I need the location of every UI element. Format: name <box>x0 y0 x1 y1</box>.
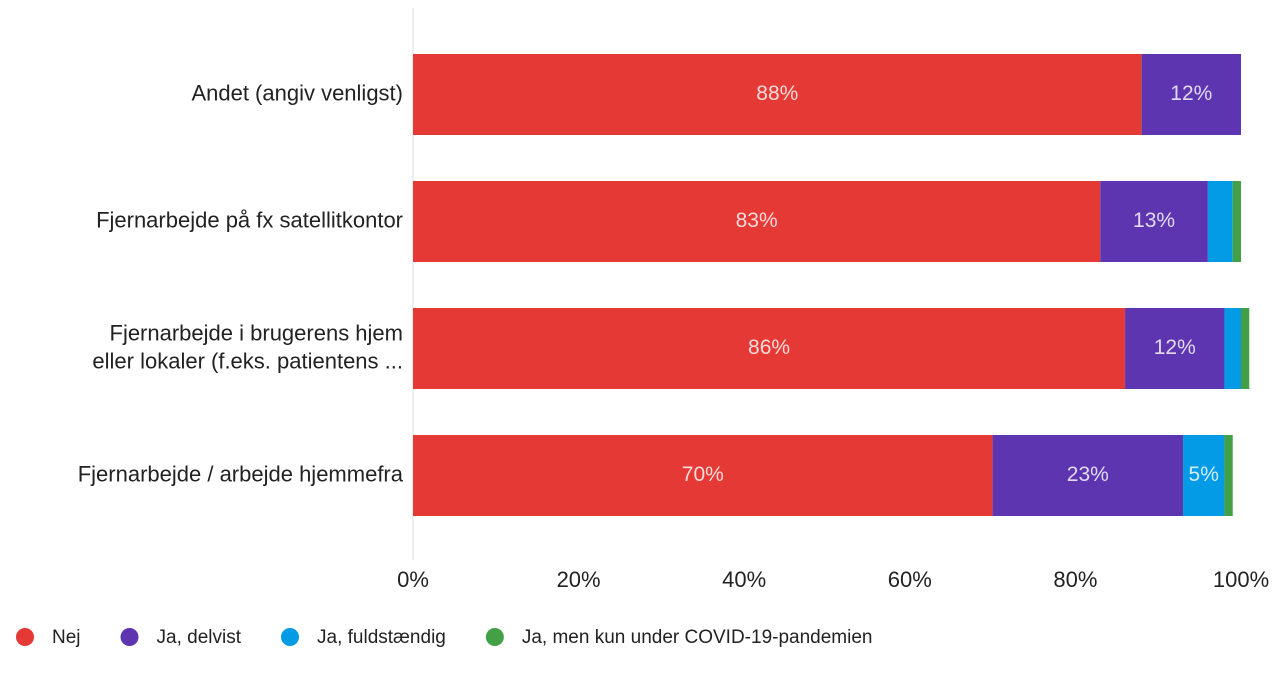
legend-marker <box>120 628 139 646</box>
category-label: Fjernarbejde / arbejde hjemmefra <box>78 461 404 486</box>
x-tick-label: 100% <box>1213 567 1269 592</box>
value-label: 13% <box>1133 209 1175 232</box>
legend-marker <box>16 628 34 646</box>
x-tick-label: 40% <box>722 567 766 592</box>
legend-marker <box>281 628 299 646</box>
bar-segment <box>413 181 1101 262</box>
category-label: Fjernarbejde på fx satellitkontor <box>96 207 403 232</box>
bar-segment <box>1207 181 1233 262</box>
bar-segment <box>1224 308 1241 389</box>
bar-segment <box>413 54 1142 135</box>
legend-label: Ja, delvist <box>157 627 242 648</box>
bar-segment <box>1141 54 1241 135</box>
category-label-line: Fjernarbejde i brugerens hjem <box>110 320 404 345</box>
value-label: 5% <box>1189 463 1219 486</box>
value-label: 70% <box>682 463 724 486</box>
bar-segment <box>413 308 1126 389</box>
bar-segment <box>413 435 993 516</box>
bar-segment <box>1100 181 1208 262</box>
value-label: 83% <box>736 209 778 232</box>
value-label: 86% <box>748 336 790 359</box>
bar-segment <box>1224 435 1233 516</box>
category-label-line: eller lokaler (f.eks. patientens ... <box>92 348 403 373</box>
category-label: Fjernarbejde i brugerens hjem eller lokal… <box>92 320 403 373</box>
value-label: 88% <box>756 82 798 105</box>
category-label: Andet (angiv venligst) <box>191 80 403 105</box>
x-tick-label: 60% <box>888 567 932 592</box>
value-label: 12% <box>1154 336 1196 359</box>
x-tick-label: 80% <box>1053 567 1097 592</box>
legend-label: Nej <box>52 627 81 648</box>
x-tick-label: 20% <box>557 567 601 592</box>
legend-marker <box>485 628 504 646</box>
legend-label: Ja, fuldstændig <box>317 627 446 648</box>
bar-segment <box>1183 435 1225 516</box>
value-label: 23% <box>1067 463 1109 486</box>
legend-label: Ja, men kun under COVID-19-pandemien <box>522 627 873 648</box>
bar-segment <box>992 435 1184 516</box>
bar-segment <box>1125 308 1225 389</box>
bar-segment <box>1241 308 1250 389</box>
x-tick-label: 0% <box>397 567 429 592</box>
bar-segment <box>1232 181 1241 262</box>
value-label: 12% <box>1170 82 1212 105</box>
